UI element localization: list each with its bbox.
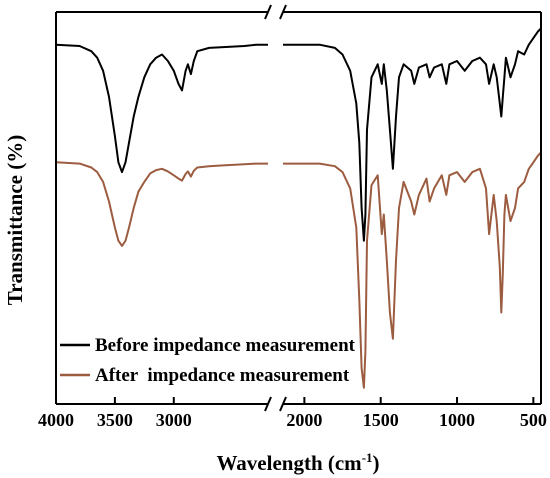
series-layer [55,27,542,389]
x-tick-label-3500: 3500 [97,410,133,430]
x-axis-title-close: ) [373,451,380,475]
series-line-after-low-range [283,151,542,389]
x-axis-title-superscript: -1 [362,450,373,465]
legend: Before impedance measurement After imped… [60,335,356,386]
axis-break-mark-bottom-2 [279,396,287,412]
x-tick-label-2000: 2000 [286,410,322,430]
x-axis-title: Wavelength (cm-1) [216,450,379,475]
axis-break-mark-top-1 [264,4,272,20]
series-line-before-high-range [55,43,268,174]
x-tick-label-3000: 3000 [156,410,192,430]
x-tick-label-1500: 1500 [363,410,399,430]
y-axis-title: Transmittance (%) [3,135,27,306]
legend-label-before: Before impedance measurement [95,335,356,356]
ticks-layer: 4000 3500 3000 2000 1500 1000 500 [38,397,547,430]
x-tick-label-500: 500 [520,410,547,430]
series-line-after-high-range [55,161,268,247]
axis-break-mark-bottom-1 [264,396,272,412]
legend-label-after: After impedance measurement [95,365,350,386]
axes-layer [55,4,542,412]
series-line-before-low-range [283,27,542,242]
axis-break-mark-top-2 [279,4,287,20]
x-tick-label-4000: 4000 [38,410,74,430]
x-tick-label-1000: 1000 [439,410,475,430]
x-axis-title-main: Wavelength (cm [216,451,362,475]
